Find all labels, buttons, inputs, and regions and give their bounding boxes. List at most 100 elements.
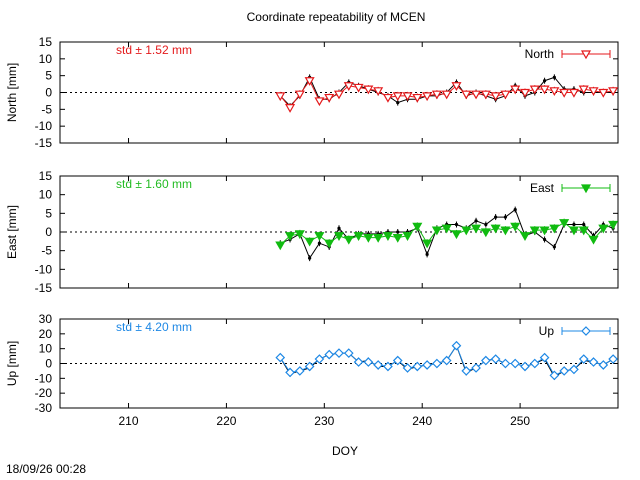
raw-point	[317, 241, 322, 245]
x-axis-label: DOY	[332, 444, 358, 458]
series-point	[500, 90, 511, 100]
raw-point	[513, 208, 517, 212]
series-point	[490, 224, 501, 234]
series-point	[285, 232, 296, 241]
y-tick-label: -10	[35, 371, 53, 385]
series-point	[441, 355, 452, 366]
series-point	[333, 90, 345, 100]
series-point	[363, 357, 374, 367]
series-point	[471, 90, 482, 100]
series-point	[471, 363, 481, 373]
y-tick-label: 10	[39, 342, 53, 356]
series-point	[275, 92, 286, 102]
y-tick-label: -5	[41, 102, 52, 116]
raw-point	[454, 222, 459, 227]
series-point	[304, 361, 315, 372]
raw-point	[552, 245, 556, 249]
panels-group: -15 -10 -5 0 5 10 15 North [mm] std ± 1.52 mm Nor…	[5, 35, 619, 458]
y-tick-label: 10	[39, 188, 53, 202]
series-point	[275, 241, 286, 251]
raw-point	[542, 237, 547, 242]
series-point	[549, 224, 560, 234]
series-point	[392, 355, 403, 366]
y-axis-label: East [mm]	[5, 205, 19, 259]
series-point	[382, 93, 393, 103]
y-tick-label: 20	[39, 327, 53, 341]
series-point	[353, 357, 364, 367]
y-axis-label: Up [mm]	[5, 341, 19, 386]
std-label: std ± 1.60 mm	[116, 177, 192, 191]
legend-marker	[581, 326, 591, 336]
series-point	[422, 239, 433, 249]
raw-point	[396, 101, 400, 105]
y-tick-label: -10	[35, 262, 53, 276]
series-point	[569, 364, 579, 375]
raw-point	[337, 226, 341, 230]
y-tick-label: 0	[45, 86, 52, 100]
y-tick-label: -10	[35, 119, 53, 133]
series-point	[373, 360, 384, 370]
y-tick-label: 0	[45, 357, 52, 371]
series-point	[519, 88, 531, 98]
x-tick-label: 230	[314, 414, 334, 428]
series-point	[568, 226, 579, 236]
series-point	[490, 92, 501, 102]
series-point	[402, 363, 413, 373]
series-point	[431, 226, 442, 236]
series-point	[324, 93, 335, 103]
series-point	[402, 232, 413, 241]
raw-point	[474, 219, 478, 223]
series-point	[480, 228, 491, 238]
series-point	[559, 88, 570, 98]
series-point	[451, 230, 462, 240]
y-tick-label: 30	[39, 312, 53, 326]
series-point	[500, 358, 511, 369]
series-point	[402, 92, 413, 102]
series-point	[559, 219, 570, 228]
series-point	[431, 90, 442, 100]
raw-point	[484, 222, 488, 227]
series-point	[519, 232, 531, 241]
series-point	[598, 88, 609, 98]
series-point	[510, 222, 521, 232]
x-tick-label: 250	[510, 414, 530, 428]
series-point	[392, 234, 403, 243]
series-point	[412, 361, 423, 372]
series-point	[353, 232, 364, 241]
series-point	[343, 235, 354, 245]
series-point	[598, 224, 609, 234]
series-point	[578, 85, 589, 95]
series-point	[588, 357, 599, 367]
legend-marker	[580, 184, 592, 194]
series-point	[314, 354, 325, 364]
series-point	[539, 85, 550, 95]
series-point	[529, 85, 540, 95]
raw-point	[552, 75, 556, 79]
series-point	[432, 358, 442, 369]
series-point	[549, 87, 560, 97]
series-point	[441, 224, 452, 234]
series-point	[480, 355, 491, 366]
y-tick-label: 0	[45, 225, 52, 239]
panel-east: -15 -10 -5 0 5 10 15 East [mm] std ± 1.60 mm East	[5, 169, 619, 295]
series-point	[363, 85, 374, 95]
raw-point	[542, 79, 547, 83]
series-point	[529, 358, 540, 369]
raw-point	[503, 215, 508, 219]
series-point	[441, 90, 452, 100]
raw-point	[582, 222, 586, 227]
legend-marker	[580, 50, 592, 60]
series-point	[334, 348, 344, 358]
series-point	[275, 352, 286, 363]
series-point	[520, 361, 530, 372]
series-point	[294, 366, 305, 376]
raw-point	[396, 230, 400, 234]
series-point	[294, 230, 305, 240]
legend-label: East	[530, 181, 555, 195]
series-point	[568, 88, 579, 98]
series-point	[510, 358, 521, 369]
timestamp-label: 18/09/26 00:28	[6, 462, 86, 476]
raw-point	[572, 222, 576, 227]
raw-series-line	[280, 208, 614, 260]
